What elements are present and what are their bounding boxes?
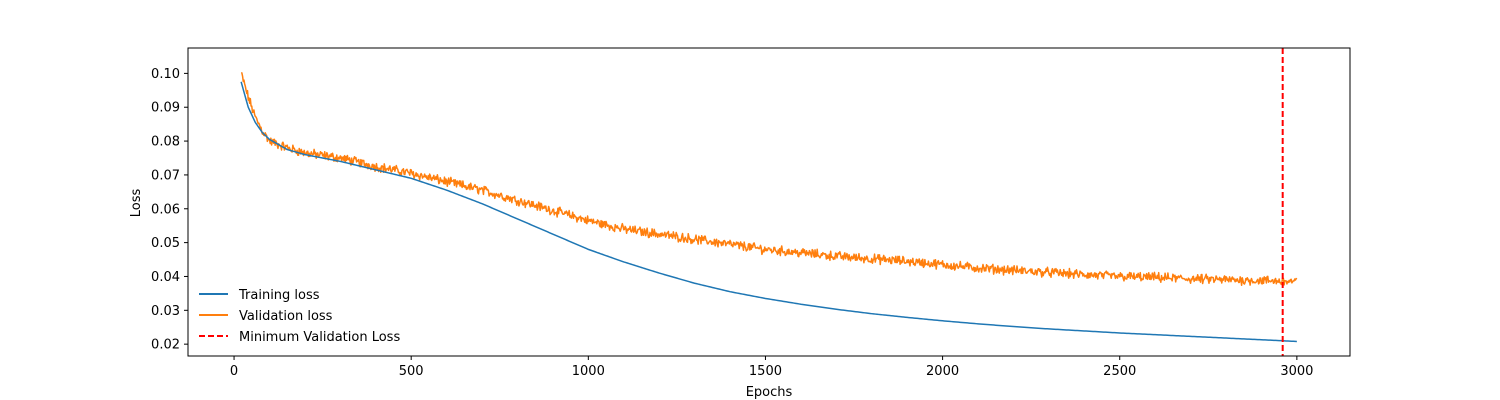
- y-tick-label: 0.09: [151, 101, 180, 116]
- legend-label-validation: Validation loss: [239, 309, 333, 324]
- x-axis-ticks: 0 500 1000 1500 2000 2500 3000: [230, 356, 1313, 379]
- y-axis-ticks: 0.02 0.03 0.04 0.05 0.06 0.07 0.08 0.09 0.10: [151, 67, 188, 353]
- x-tick-label: 0: [230, 364, 238, 379]
- y-tick-label: 0.07: [151, 168, 180, 183]
- x-tick-label: 2500: [1103, 364, 1136, 379]
- y-tick-label: 0.06: [151, 202, 180, 217]
- series-training-loss: [240, 81, 1297, 343]
- legend: Training loss Validation loss Minimum Va…: [199, 288, 400, 345]
- x-axis-label: Epochs: [746, 385, 793, 400]
- series-validation-loss: [241, 72, 1298, 287]
- plot-frame: [187, 47, 1351, 357]
- y-tick-label: 0.04: [151, 270, 180, 285]
- y-tick-label: 0.02: [151, 338, 180, 353]
- x-tick-label: 500: [399, 364, 424, 379]
- y-axis-label: Loss: [129, 189, 144, 218]
- y-tick-label: 0.05: [151, 236, 180, 251]
- legend-label-min-validation: Minimum Validation Loss: [239, 330, 400, 345]
- x-tick-label: 1500: [749, 364, 782, 379]
- plot-area: [188, 48, 1350, 356]
- y-tick-label: 0.03: [151, 304, 180, 319]
- x-tick-label: 3000: [1280, 364, 1313, 379]
- series-layer: [240, 72, 1298, 343]
- y-tick-label: 0.10: [151, 67, 180, 82]
- y-tick-label: 0.08: [151, 135, 180, 150]
- x-tick-label: 2000: [926, 364, 959, 379]
- legend-label-training: Training loss: [238, 288, 320, 303]
- x-tick-label: 1000: [572, 364, 605, 379]
